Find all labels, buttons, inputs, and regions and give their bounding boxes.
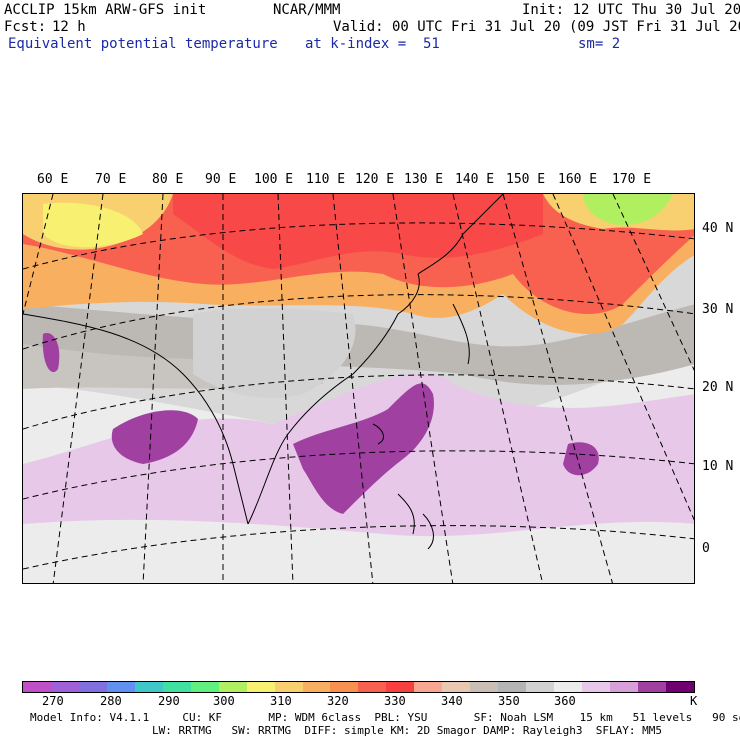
map-panel <box>22 193 695 584</box>
longitude-label: 70 E <box>95 172 127 187</box>
colorbar-tick-label: 310 <box>270 694 292 708</box>
smoothing-label: sm= 2 <box>578 36 621 52</box>
colorbar-cell <box>190 682 219 692</box>
colorbar-cell <box>554 682 583 692</box>
colorbar-cell <box>610 682 638 692</box>
longitude-label: 140 E <box>455 172 495 187</box>
forecast-value: 12 h <box>52 19 86 35</box>
colorbar-cell <box>526 682 555 692</box>
footer-line-1: Model Info: V4.1.1 CU: KF MP: WDM 6class… <box>30 711 740 724</box>
longitude-label: 170 E <box>612 172 652 187</box>
longitude-label: 120 E <box>355 172 395 187</box>
colorbar-cell <box>302 682 331 692</box>
colorbar-cell <box>665 682 694 692</box>
valid-time: Valid: 00 UTC Fri 31 Jul 20 (09 JST Fri … <box>333 19 740 35</box>
latitude-label: 30 N <box>702 302 734 317</box>
colorbar-cell <box>442 682 471 692</box>
longitude-label: 90 E <box>205 172 237 187</box>
colorbar-cell <box>246 682 275 692</box>
longitude-label: 130 E <box>404 172 444 187</box>
colorbar-tick-label: 360 <box>554 694 576 708</box>
field-name: Equivalent potential temperature <box>8 36 278 52</box>
model-title: ACCLIP 15km ARW-GFS init <box>4 2 207 18</box>
colorbar-cell <box>498 682 527 692</box>
level-index: at k-index = 51 <box>305 36 440 52</box>
latitude-label: 10 N <box>702 459 734 474</box>
init-time: Init: 12 UTC Thu 30 Jul 20 <box>522 2 740 18</box>
colorbar-cell <box>78 682 107 692</box>
colorbar-cell <box>637 682 666 692</box>
colorbar-tick-label: 350 <box>498 694 520 708</box>
colorbar <box>22 681 695 693</box>
forecast-label: Fcst: <box>4 19 47 35</box>
colorbar-tick-label: 320 <box>327 694 349 708</box>
colorbar-cell <box>582 682 611 692</box>
longitude-label: 150 E <box>506 172 546 187</box>
footer-line-2: LW: RRTMG SW: RRTMG DIFF: simple KM: 2D … <box>152 724 662 737</box>
colorbar-cell <box>134 682 163 692</box>
latitude-label: 20 N <box>702 380 734 395</box>
colorbar-tick-label: 340 <box>441 694 463 708</box>
org-label: NCAR/MMM <box>273 2 341 18</box>
colorbar-tick-label: 300 <box>213 694 235 708</box>
colorbar-unit: K <box>690 694 698 708</box>
longitude-label: 160 E <box>558 172 598 187</box>
longitude-label: 100 E <box>254 172 294 187</box>
colorbar-cell <box>330 682 359 692</box>
colorbar-cell <box>358 682 387 692</box>
colorbar-tick-label: 270 <box>42 694 64 708</box>
colorbar-tick-label: 290 <box>158 694 180 708</box>
latitude-label: 40 N <box>702 221 734 236</box>
longitude-label: 110 E <box>306 172 346 187</box>
colorbar-cell <box>106 682 135 692</box>
colorbar-cell <box>414 682 443 692</box>
colorbar-cell <box>274 682 303 692</box>
longitude-label: 80 E <box>152 172 184 187</box>
colorbar-cell <box>218 682 247 692</box>
colorbar-cell <box>50 682 79 692</box>
colorbar-tick-label: 280 <box>100 694 122 708</box>
latitude-label: 0 <box>702 541 710 556</box>
theta-e-map <box>23 194 694 583</box>
colorbar-cell <box>162 682 191 692</box>
longitude-label: 60 E <box>37 172 69 187</box>
colorbar-tick-label: 330 <box>384 694 406 708</box>
colorbar-cell <box>386 682 415 692</box>
colorbar-cell <box>23 682 51 692</box>
colorbar-cell <box>470 682 499 692</box>
